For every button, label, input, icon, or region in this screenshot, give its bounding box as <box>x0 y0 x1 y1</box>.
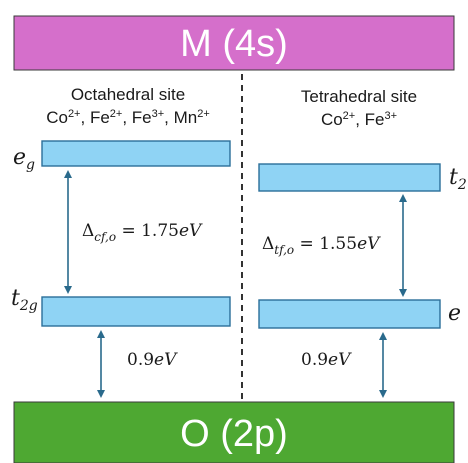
octahedral-t2g-level <box>41 296 231 327</box>
tetrahedral-title: Tetrahedral site <box>301 87 417 106</box>
octahedral-ion-charge-1: 2+ <box>110 108 123 120</box>
tetrahedral-ion-charge-0: 2+ <box>343 110 356 122</box>
octahedral-title: Octahedral site <box>71 85 185 104</box>
oxygen-2p-band <box>13 401 455 463</box>
octahedral-gap-label: 0.9eV <box>127 350 178 370</box>
octahedral-ion-2: Fe <box>132 108 152 127</box>
tetrahedral-ion-0: Co <box>321 110 343 129</box>
tetrahedral-splitting-label: Δtf,o = 1.55eV <box>262 234 381 257</box>
tetrahedral-t2-label: t2 <box>449 165 467 193</box>
tetrahedral-ion-charge-1: 3+ <box>385 110 398 122</box>
metal-4s-band <box>13 15 455 71</box>
octahedral-eg-label: eg <box>13 145 35 173</box>
metal-4s-band-label: M (4s) <box>180 23 288 65</box>
tetrahedral-e-level <box>258 299 441 329</box>
tetrahedral-ions: Co2+, Fe3+ <box>321 110 397 129</box>
octahedral-ion-charge-2: 3+ <box>152 108 165 120</box>
octahedral-splitting-label: Δcf,o = 1.75eV <box>82 221 203 244</box>
oxygen-2p-band-label: O (2p) <box>180 413 288 455</box>
octahedral-ion-charge-3: 2+ <box>197 108 210 120</box>
tetrahedral-e-label: e <box>448 301 461 326</box>
octahedral-eg-level <box>41 140 231 167</box>
octahedral-ions: Co2+, Fe2+, Fe3+, Mn2+ <box>46 108 210 127</box>
octahedral-ion-1: Fe <box>90 108 110 127</box>
octahedral-ion-3: Mn <box>174 108 198 127</box>
octahedral-t2g-label: t2g <box>11 286 38 314</box>
tetrahedral-t2-level <box>258 163 441 192</box>
octahedral-ion-charge-0: 2+ <box>68 108 81 120</box>
tetrahedral-ion-1: Fe <box>365 110 385 129</box>
octahedral-ion-0: Co <box>46 108 68 127</box>
tetrahedral-gap-label: 0.9eV <box>301 350 352 370</box>
